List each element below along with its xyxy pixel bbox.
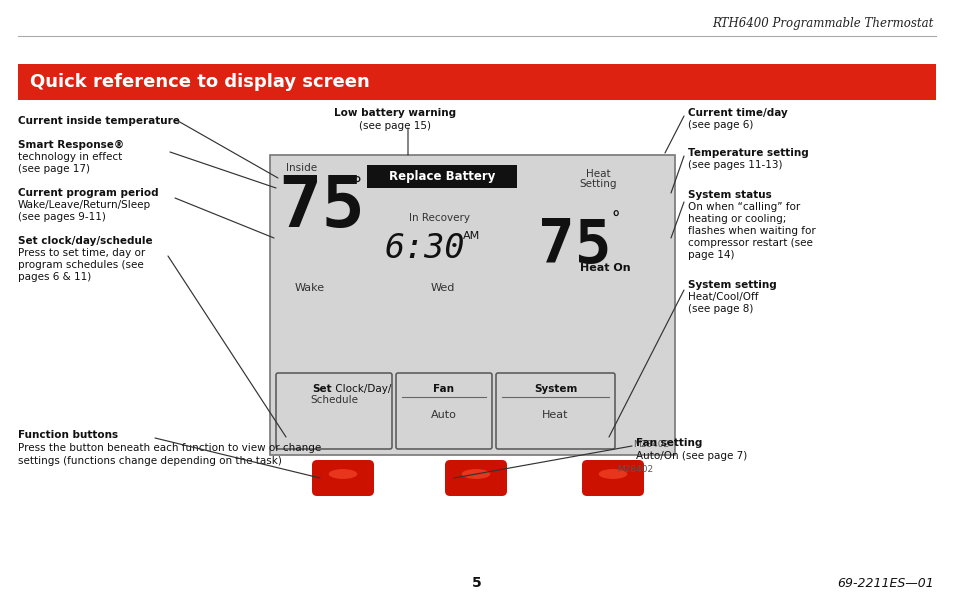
Text: Smart Response®: Smart Response® <box>18 140 124 150</box>
FancyBboxPatch shape <box>367 165 517 188</box>
Text: Wed: Wed <box>431 283 455 293</box>
Text: (see page 6): (see page 6) <box>687 120 753 130</box>
Text: Quick reference to display screen: Quick reference to display screen <box>30 73 370 91</box>
Text: Heat: Heat <box>585 169 610 179</box>
Text: page 14): page 14) <box>687 250 734 260</box>
Text: 5: 5 <box>472 576 481 590</box>
Text: Wake: Wake <box>294 283 325 293</box>
Text: Current program period: Current program period <box>18 188 158 198</box>
Text: Auto: Auto <box>431 410 456 420</box>
Text: Press the button beneath each function to view or change: Press the button beneath each function t… <box>18 443 321 453</box>
FancyBboxPatch shape <box>581 460 643 496</box>
Text: System: System <box>534 384 577 394</box>
Text: °: ° <box>352 177 361 195</box>
Text: Current inside temperature: Current inside temperature <box>18 116 180 126</box>
Text: program schedules (see: program schedules (see <box>18 260 144 270</box>
Text: System setting: System setting <box>687 280 776 290</box>
Text: (see pages 9-11): (see pages 9-11) <box>18 212 106 222</box>
Text: °: ° <box>612 211 619 229</box>
FancyBboxPatch shape <box>275 373 392 449</box>
Text: (see page 17): (see page 17) <box>18 164 90 174</box>
Text: 6:30: 6:30 <box>384 232 465 265</box>
FancyBboxPatch shape <box>395 373 492 449</box>
Text: RTH6400 Programmable Thermostat: RTH6400 Programmable Thermostat <box>712 17 933 30</box>
Text: Fan: Fan <box>433 384 454 394</box>
Ellipse shape <box>598 469 627 479</box>
Text: 75: 75 <box>277 173 365 242</box>
FancyBboxPatch shape <box>270 155 675 455</box>
Ellipse shape <box>461 469 490 479</box>
Text: Setting: Setting <box>578 179 616 189</box>
Text: Heat: Heat <box>541 410 568 420</box>
Text: M28402: M28402 <box>617 465 653 474</box>
Text: Fan setting: Fan setting <box>636 438 701 448</box>
Text: On when “calling” for: On when “calling” for <box>687 202 800 212</box>
Text: Set clock/day/schedule: Set clock/day/schedule <box>18 236 152 246</box>
Text: Set: Set <box>312 384 332 394</box>
Text: heating or cooling;: heating or cooling; <box>687 214 785 224</box>
Text: Heat On: Heat On <box>579 263 630 273</box>
Text: In Recovery: In Recovery <box>409 213 470 223</box>
Text: Clock/Day/: Clock/Day/ <box>332 384 391 394</box>
FancyBboxPatch shape <box>496 373 615 449</box>
Text: Wake/Leave/Return/Sleep: Wake/Leave/Return/Sleep <box>18 200 151 210</box>
Ellipse shape <box>329 469 357 479</box>
Text: M28402: M28402 <box>632 440 668 449</box>
Text: 75: 75 <box>537 217 611 276</box>
Text: Replace Battery: Replace Battery <box>389 170 495 183</box>
Text: Current time/day: Current time/day <box>687 108 787 118</box>
Text: technology in effect: technology in effect <box>18 152 122 162</box>
Text: Function buttons: Function buttons <box>18 430 118 440</box>
Text: System status: System status <box>687 190 771 200</box>
FancyBboxPatch shape <box>18 64 935 100</box>
Text: Auto/On (see page 7): Auto/On (see page 7) <box>636 451 746 461</box>
Text: Temperature setting: Temperature setting <box>687 148 808 158</box>
Text: pages 6 & 11): pages 6 & 11) <box>18 272 91 282</box>
Text: Heat/Cool/Off: Heat/Cool/Off <box>687 292 758 302</box>
FancyBboxPatch shape <box>312 460 374 496</box>
Text: (see page 15): (see page 15) <box>358 121 431 131</box>
Text: (see pages 11-13): (see pages 11-13) <box>687 160 781 170</box>
Text: Inside: Inside <box>286 163 317 173</box>
Text: Press to set time, day or: Press to set time, day or <box>18 248 145 258</box>
FancyBboxPatch shape <box>444 460 506 496</box>
Text: (see page 8): (see page 8) <box>687 304 753 314</box>
Text: flashes when waiting for: flashes when waiting for <box>687 226 815 236</box>
Text: 69-2211ES—01: 69-2211ES—01 <box>837 577 933 590</box>
Text: Schedule: Schedule <box>310 395 357 405</box>
Text: AM: AM <box>462 231 479 241</box>
Text: compressor restart (see: compressor restart (see <box>687 238 812 248</box>
Text: settings (functions change depending on the task): settings (functions change depending on … <box>18 456 281 466</box>
Text: Low battery warning: Low battery warning <box>334 108 456 118</box>
